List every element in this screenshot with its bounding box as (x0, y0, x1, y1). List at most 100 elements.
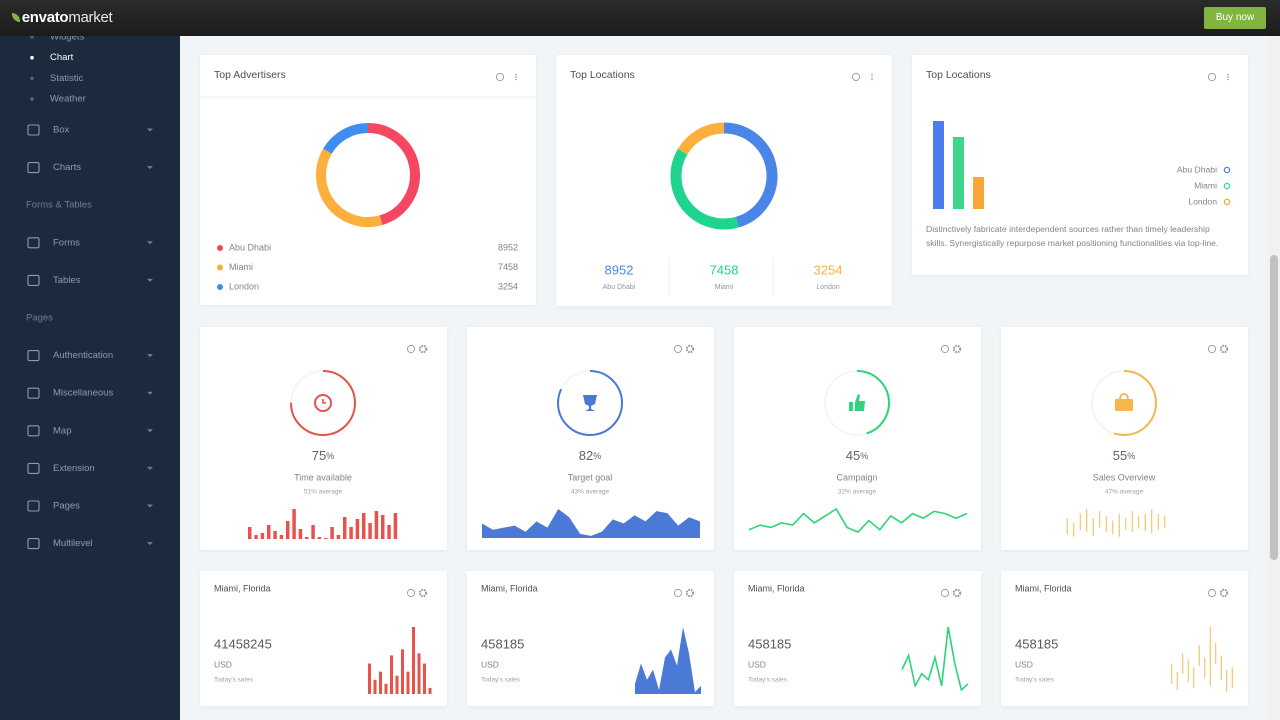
card: Top Locations 8952 Abu Dhabi 7458 Miami 3254 L… (556, 55, 892, 306)
refresh-icon[interactable] (851, 72, 861, 82)
menu-dots[interactable] (515, 78, 517, 81)
refresh-icon[interactable] (406, 344, 416, 354)
refresh-icon[interactable] (673, 344, 683, 354)
card-graphics: 82% Target goal 43% average (482, 344, 700, 538)
menu-caret (147, 391, 153, 395)
donut-segment (323, 123, 369, 154)
menu-dots[interactable] (871, 78, 873, 81)
bar (953, 137, 964, 209)
card: Miami, Florida 41458245 USD Today's sales (200, 571, 447, 706)
settings-icon[interactable] (685, 344, 695, 354)
refresh-icon[interactable] (1207, 344, 1217, 354)
scroll-thumb[interactable] (1270, 255, 1278, 560)
refresh-icon[interactable] (940, 344, 950, 354)
menu-item[interactable]: Charts (53, 162, 81, 173)
stat-unit: % (860, 451, 868, 461)
settings-icon[interactable] (685, 588, 695, 598)
spark-bar (390, 655, 394, 694)
progress-ring (557, 370, 623, 436)
refresh-icon[interactable] (495, 72, 505, 82)
spark-line (901, 626, 969, 692)
icon (322, 399, 326, 404)
menu-icon (27, 387, 40, 399)
brand-logo (12, 13, 20, 22)
legend-value: 7458 (498, 262, 518, 272)
settings-icon[interactable] (1219, 344, 1229, 354)
menu-item[interactable]: Multilevel (53, 538, 93, 549)
spark-bar (324, 538, 328, 539)
spark-bar (381, 515, 385, 539)
spark-bar (368, 523, 372, 539)
submenu-item[interactable]: Statistic (50, 73, 84, 84)
settings-icon[interactable] (952, 344, 962, 354)
card-graphics: Miami, Florida 41458245 USD Today's sales (214, 583, 432, 694)
menu-item[interactable]: Extension (53, 463, 95, 474)
menu-section: Forms & Tables (26, 200, 92, 211)
menu-icon (27, 350, 40, 362)
menu-dots[interactable] (1227, 78, 1229, 81)
menu-item[interactable]: Box (53, 125, 70, 136)
menu-item[interactable]: Pages (53, 501, 80, 512)
settings-icon[interactable] (418, 344, 428, 354)
menu-icon (27, 124, 40, 136)
menu-dots[interactable] (1227, 76, 1229, 78)
legend-label: London (1188, 196, 1217, 206)
settings-icon[interactable] (952, 588, 962, 598)
submenu-item[interactable]: Widgets (50, 36, 85, 43)
spark-bar (336, 535, 341, 539)
menu-item[interactable]: Authentication (53, 350, 113, 361)
stat-number: 75 (312, 448, 326, 463)
card-title: Top Locations (926, 69, 991, 81)
legend-value: 3254 (498, 281, 518, 291)
brand[interactable]: envatomarket (14, 9, 113, 26)
card-title: Miami, Florida (481, 583, 538, 593)
spark-bar (305, 537, 309, 539)
refresh-icon[interactable] (1207, 72, 1217, 82)
legend-dot (217, 264, 223, 271)
buy-button[interactable]: Buy now (1204, 7, 1266, 29)
submenu-item[interactable]: Weather (50, 94, 86, 105)
settings-icon[interactable] (418, 588, 428, 598)
refresh-icon[interactable] (673, 588, 683, 598)
refresh-icon[interactable] (940, 588, 950, 598)
refresh-icon[interactable] (1207, 588, 1217, 598)
spark-bar (248, 527, 252, 539)
stat-value: 3254 (814, 262, 843, 277)
spark-area (635, 627, 701, 694)
spark-bar (298, 529, 303, 539)
menu-caret (147, 278, 153, 282)
menu-dots[interactable] (1227, 73, 1229, 76)
menu-icon (27, 538, 40, 550)
icon (1115, 399, 1133, 411)
icon (583, 395, 597, 411)
card-graphics: Top Locations 8952 Abu Dhabi 7458 Miami 3254 L… (570, 69, 873, 295)
scrollbar[interactable] (1268, 36, 1280, 720)
menu-item[interactable]: Miscellaneous (53, 388, 113, 399)
menu-item[interactable]: Tables (53, 275, 81, 286)
sales-value: 458185 (481, 636, 524, 651)
card: 55% Sales Overview 47% average (1001, 327, 1248, 550)
settings-icon[interactable] (1219, 588, 1229, 598)
stat-number: 82 (579, 448, 593, 463)
card: Top Advertisers Abu Dhabi 8952 Miami 7458 Lon… (200, 55, 536, 305)
menu-icon (27, 462, 40, 474)
bar (933, 121, 944, 209)
donut-segment (316, 148, 383, 227)
menu-item[interactable]: Forms (53, 237, 80, 248)
submenu-item[interactable]: Chart (50, 52, 74, 63)
caption: Today's sales (214, 677, 254, 684)
bar (973, 177, 984, 209)
menu-dots[interactable] (871, 73, 873, 76)
stat-value: 82% (579, 448, 601, 463)
refresh-icon[interactable] (406, 588, 416, 598)
spark-bar (368, 663, 372, 694)
spark-bar (395, 675, 399, 694)
menu-item[interactable]: Map (53, 425, 71, 436)
menu-dots[interactable] (515, 76, 517, 78)
sidebar: Widgets Chart Statistic Weather Box Charts For… (0, 36, 180, 720)
menu-dots[interactable] (515, 73, 517, 76)
stat-average: 43% average (571, 489, 610, 496)
menu-caret (147, 429, 153, 433)
legend-label: Miami (229, 262, 253, 272)
menu-dots[interactable] (871, 76, 873, 78)
